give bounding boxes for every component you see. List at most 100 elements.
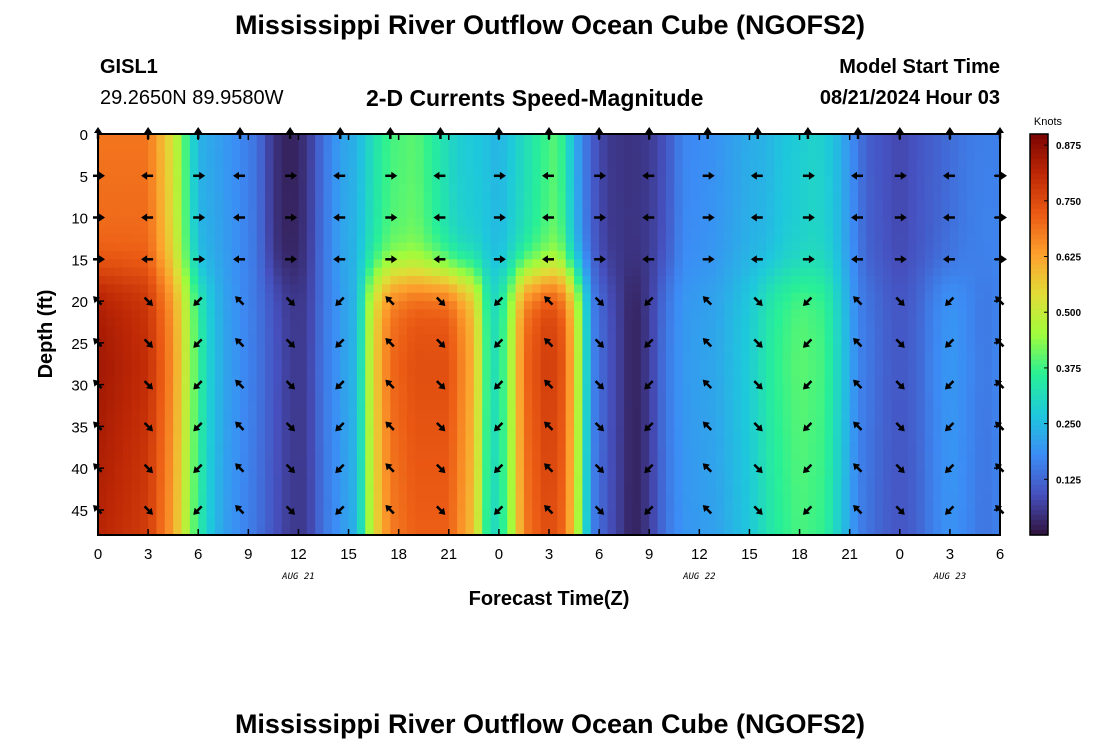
heatmap-cell: [949, 359, 959, 369]
heatmap-cell: [883, 493, 893, 503]
heatmap-cell: [540, 159, 550, 169]
heatmap-cell: [323, 217, 333, 227]
heatmap-cell: [523, 234, 533, 244]
heatmap-cell: [498, 292, 508, 302]
heatmap-cell: [164, 376, 174, 386]
heatmap-cell: [791, 342, 801, 352]
heatmap-cell: [707, 342, 717, 352]
heatmap-cell: [315, 250, 325, 260]
heatmap-cell: [615, 142, 625, 152]
heatmap-cell: [173, 526, 183, 536]
heatmap-cell: [290, 476, 300, 486]
heatmap-cell: [607, 409, 617, 419]
heatmap-cell: [607, 518, 617, 528]
heatmap-cell: [323, 501, 333, 511]
heatmap-cell: [532, 200, 542, 210]
heatmap-cell: [933, 459, 943, 469]
heatmap-cell: [206, 501, 216, 511]
heatmap-cell: [941, 409, 951, 419]
heatmap-cell: [498, 250, 508, 260]
heatmap-cell: [106, 317, 116, 327]
heatmap-cell: [523, 367, 533, 377]
heatmap-cell: [206, 376, 216, 386]
heatmap-cell: [340, 501, 350, 511]
heatmap-cell: [114, 351, 124, 361]
heatmap-cell: [473, 484, 483, 494]
heatmap-cell: [356, 426, 366, 436]
heatmap-cell: [741, 468, 751, 478]
heatmap-cell: [732, 468, 742, 478]
heatmap-cell: [181, 418, 191, 427]
heatmap-cell: [498, 159, 508, 169]
heatmap-cell: [173, 376, 183, 386]
heatmap-cell: [958, 284, 968, 294]
heatmap-cell: [281, 142, 291, 152]
heatmap-cell: [423, 259, 433, 269]
heatmap-cell: [866, 234, 876, 244]
heatmap-cell: [941, 451, 951, 461]
heatmap-cell: [315, 259, 325, 269]
heatmap-cell: [315, 276, 325, 285]
heatmap-cell: [356, 159, 366, 169]
heatmap-cell: [473, 351, 483, 361]
heatmap-cell: [899, 484, 909, 494]
heatmap-cell: [189, 359, 199, 369]
heatmap-cell: [933, 134, 943, 143]
heatmap-cell: [340, 267, 350, 277]
heatmap-cell: [791, 526, 801, 536]
heatmap-cell: [858, 192, 867, 202]
heatmap-cell: [699, 175, 709, 185]
heatmap-cell: [281, 376, 291, 386]
heatmap-cell: [615, 476, 625, 486]
heatmap-cell: [432, 392, 442, 402]
heatmap-cell: [841, 426, 851, 436]
heatmap-cell: [799, 142, 809, 152]
heatmap-cell: [206, 367, 216, 377]
heatmap-cell: [398, 518, 408, 528]
heatmap-cell: [807, 426, 817, 436]
heatmap-cell: [933, 409, 943, 419]
heatmap-cell: [348, 468, 358, 478]
heatmap-cell: [549, 459, 558, 469]
heatmap-cell: [223, 418, 233, 427]
heatmap-cell: [415, 392, 425, 402]
heatmap-cell: [181, 150, 191, 160]
heatmap-cell: [582, 509, 592, 519]
heatmap-cell: [231, 359, 241, 369]
heatmap-cell: [632, 134, 642, 143]
heatmap-cell: [432, 217, 442, 227]
heatmap-cell: [624, 526, 634, 536]
heatmap-cell: [933, 209, 943, 219]
heatmap-cell: [148, 175, 158, 185]
heatmap-cell: [933, 384, 943, 394]
heatmap-cell: [599, 292, 609, 302]
heatmap-cell: [214, 242, 224, 252]
heatmap-cell: [457, 301, 467, 311]
heatmap-cell: [315, 476, 325, 486]
heatmap-cell: [716, 484, 725, 494]
heatmap-cell: [457, 267, 467, 277]
heatmap-cell: [398, 451, 408, 461]
heatmap-cell: [933, 250, 943, 260]
heatmap-cell: [415, 209, 425, 219]
heatmap-cell: [290, 259, 300, 269]
heatmap-cell: [874, 409, 884, 419]
heatmap-cell: [782, 259, 792, 269]
heatmap-cell: [615, 401, 625, 411]
heatmap-cell: [682, 526, 692, 536]
heatmap-cell: [599, 484, 609, 494]
heatmap-cell: [123, 476, 133, 486]
heatmap-cell: [457, 526, 467, 536]
heatmap-cell: [281, 317, 291, 327]
heatmap-cell: [248, 342, 258, 352]
heatmap-cell: [791, 284, 801, 294]
heatmap-cell: [448, 250, 458, 260]
heatmap-cell: [440, 242, 450, 252]
heatmap-cell: [908, 476, 918, 486]
heatmap-cell: [448, 518, 458, 528]
heatmap-cell: [858, 317, 867, 327]
heatmap-cell: [206, 392, 216, 402]
heatmap-cell: [473, 401, 483, 411]
heatmap-cell: [916, 409, 926, 419]
heatmap-cell: [690, 175, 700, 185]
